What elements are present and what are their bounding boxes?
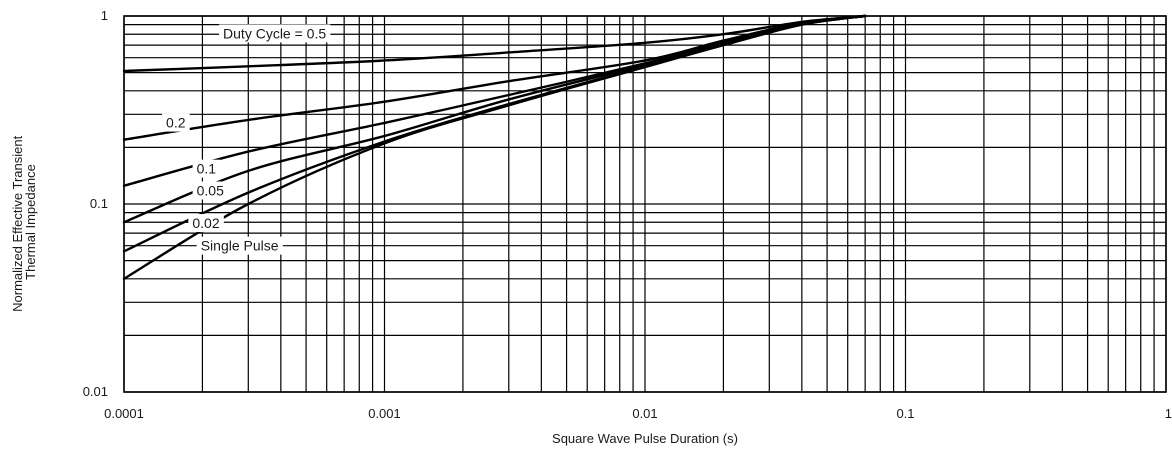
series-line-1 [122, 14, 867, 141]
x-tick-label: 0.01 [632, 406, 657, 421]
plot-frame [123, 15, 1167, 393]
curve-label-background [219, 24, 331, 43]
curve-label-1: 0.2 [162, 113, 190, 132]
curve-label-text: 0.1 [197, 161, 217, 177]
x-tick-label: 0.1 [896, 406, 914, 421]
series-line-4 [122, 14, 867, 253]
series-line-0 [122, 14, 867, 73]
curve-label-background [192, 159, 221, 178]
curve-label-background [196, 236, 283, 255]
curve-label-text: Duty Cycle = 0.5 [223, 25, 326, 41]
y-tick-label: 1 [101, 8, 108, 23]
series-line-3 [122, 14, 867, 224]
y-axis-title: Normalized Effective Transient Thermal I… [10, 132, 38, 312]
curve-label-4: 0.02 [188, 214, 224, 233]
curve-label-background [162, 113, 190, 132]
y-tick-label: 0.1 [90, 196, 108, 211]
curve-label-0: Duty Cycle = 0.5 [219, 24, 331, 43]
curve-label-5: Single Pulse [196, 236, 283, 255]
y-tick-label: 0.01 [83, 384, 108, 399]
curve-label-text: Single Pulse [201, 238, 279, 254]
curve-label-text: 0.05 [197, 182, 224, 198]
y-axis-title-line-1: Normalized Effective Transient [10, 135, 25, 311]
curve-label-3: 0.05 [192, 181, 229, 200]
x-tick-label: 0.0001 [104, 406, 144, 421]
series-line-5 [122, 14, 867, 281]
x-tick-label: 0.001 [368, 406, 401, 421]
x-tick-label: 1 [1165, 406, 1172, 421]
y-axis-title-line-2: Thermal Impedance [23, 164, 38, 280]
curve-label-background [192, 181, 229, 200]
x-axis-title: Square Wave Pulse Duration (s) [552, 431, 738, 446]
curve-labels: Duty Cycle = 0.5 0.2 0.1 0.05 0.02 Single Pul… [162, 24, 331, 255]
curve-label-text: 0.02 [192, 215, 219, 231]
tick-labels: 0.0001 0.001 0.01 0.1 1 0.01 0.1 1 [83, 8, 1172, 421]
curve-label-text: 0.2 [166, 115, 186, 131]
grid [123, 15, 1167, 393]
series-group [122, 14, 867, 281]
curve-label-2: 0.1 [192, 159, 221, 178]
curve-label-background [188, 214, 224, 233]
